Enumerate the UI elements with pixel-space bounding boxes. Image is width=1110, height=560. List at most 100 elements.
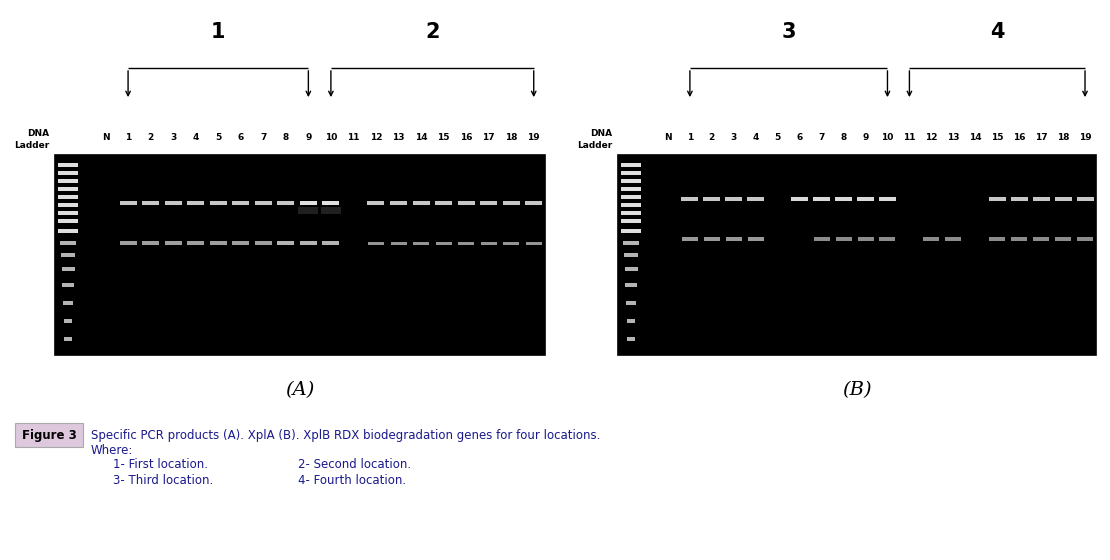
Bar [210, 201, 226, 205]
Text: 10: 10 [881, 133, 894, 142]
Bar [63, 319, 72, 323]
Text: (A): (A) [285, 381, 315, 399]
Bar [435, 241, 452, 245]
Bar [232, 241, 250, 245]
Text: 2: 2 [148, 133, 153, 142]
Bar [58, 219, 78, 223]
Text: Figure 3: Figure 3 [21, 428, 77, 441]
Bar [704, 197, 720, 200]
Bar [620, 203, 640, 207]
Bar [879, 237, 896, 241]
Bar [16, 423, 83, 447]
Bar [618, 155, 1096, 355]
Text: 9: 9 [305, 133, 312, 142]
Text: 17: 17 [1035, 133, 1048, 142]
Bar [60, 241, 75, 245]
Text: 2- Second location.: 2- Second location. [297, 459, 411, 472]
Text: 7: 7 [260, 133, 266, 142]
Text: Ladder: Ladder [13, 141, 49, 150]
Bar [627, 319, 635, 323]
Bar [620, 187, 640, 191]
Text: 4: 4 [192, 133, 199, 142]
Bar [278, 241, 294, 245]
Bar [1011, 237, 1027, 241]
Bar [725, 197, 743, 200]
Bar [210, 241, 226, 245]
Text: 6: 6 [797, 133, 803, 142]
Bar [879, 197, 896, 200]
Text: 4: 4 [753, 133, 759, 142]
Bar [458, 241, 474, 245]
Bar [322, 201, 340, 205]
Bar [188, 201, 204, 205]
Text: 2: 2 [708, 133, 715, 142]
Text: Specific PCR products (A). XplA (B). XplB RDX biodegradation genes for four loca: Specific PCR products (A). XplA (B). Xpl… [91, 428, 601, 441]
Bar [620, 211, 640, 214]
Bar [63, 301, 73, 305]
Bar [1056, 237, 1071, 241]
Text: N: N [664, 133, 672, 142]
Bar [367, 201, 384, 205]
Text: DNA: DNA [589, 128, 612, 138]
Bar [120, 201, 137, 205]
Bar [120, 241, 137, 245]
Text: 18: 18 [505, 133, 517, 142]
Bar [58, 211, 78, 214]
Text: 19: 19 [527, 133, 541, 142]
Bar [58, 195, 78, 199]
Bar [835, 197, 852, 200]
Bar [620, 171, 640, 175]
Text: 8: 8 [840, 133, 847, 142]
Bar [255, 201, 272, 205]
Bar [682, 197, 698, 200]
Text: 13: 13 [947, 133, 959, 142]
Text: 7: 7 [818, 133, 825, 142]
Text: 2: 2 [425, 22, 440, 42]
Bar [391, 241, 406, 245]
Bar [747, 197, 765, 200]
Bar [481, 241, 496, 245]
Bar [1032, 197, 1050, 200]
Bar [413, 201, 430, 205]
Bar [390, 201, 407, 205]
Bar [814, 197, 830, 200]
Text: Where:: Where: [91, 444, 133, 456]
Bar [142, 201, 159, 205]
Bar [369, 241, 384, 245]
Text: 14: 14 [415, 133, 427, 142]
Bar [164, 201, 182, 205]
Text: 8: 8 [283, 133, 289, 142]
Bar [58, 187, 78, 191]
Bar [188, 241, 204, 245]
Bar [627, 337, 635, 340]
Text: 18: 18 [1057, 133, 1069, 142]
Bar [58, 163, 78, 167]
Bar [726, 237, 741, 241]
Text: 17: 17 [483, 133, 495, 142]
Bar [164, 241, 182, 245]
Bar [836, 237, 851, 241]
Bar [61, 253, 75, 256]
Text: 16: 16 [1013, 133, 1026, 142]
Bar [278, 201, 294, 205]
Text: 9: 9 [862, 133, 869, 142]
Text: 14: 14 [969, 133, 981, 142]
Text: 15: 15 [991, 133, 1003, 142]
Bar [1011, 197, 1028, 200]
Bar [1077, 237, 1093, 241]
Bar [503, 201, 519, 205]
Bar [525, 201, 542, 205]
Bar [620, 229, 640, 233]
Text: 10: 10 [325, 133, 337, 142]
Text: 5: 5 [775, 133, 780, 142]
Bar [299, 207, 319, 213]
Text: (B): (B) [842, 381, 871, 399]
Bar [626, 301, 636, 305]
Bar [457, 201, 475, 205]
Bar [623, 241, 639, 245]
Bar [255, 241, 272, 245]
Bar [503, 241, 519, 245]
Bar [814, 237, 829, 241]
Text: 1: 1 [211, 22, 225, 42]
Text: 13: 13 [392, 133, 405, 142]
